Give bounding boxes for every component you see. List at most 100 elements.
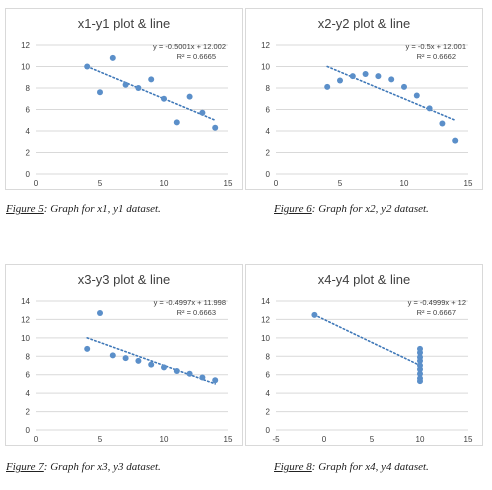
y-tick-label: 10 [21,334,30,343]
y-tick-label: 10 [21,63,30,72]
chart-frame-2: x2-y2 plot & line 0 2 4 6 8 10 12 0 5 10 15 y = -0.5… [245,8,483,190]
data-point [417,370,423,377]
figure-caption-8: Figure 8: Graph for x4, y4 dataset. [274,461,429,473]
data-point [109,352,116,359]
y-tick-label: 0 [26,170,31,179]
y-tick-label: 12 [261,41,270,50]
x-tick-label: 15 [224,435,233,444]
data-point [161,95,167,102]
trendline-equation: y = -0.5x + 12.001 [406,42,466,51]
data-point [148,76,155,83]
y-tick-label: 0 [26,426,31,435]
x-tick-label: 10 [160,179,169,188]
y-tick-label: 6 [266,371,271,380]
data-point [212,124,219,131]
caption-text: : Graph for x4, y4 dataset. [311,461,429,473]
trendline [313,314,421,367]
x-tick-label: 5 [98,179,103,188]
x-tick-label: 10 [416,435,425,444]
y-tick-label: 2 [26,149,31,158]
x-tick-label: 10 [160,435,169,444]
y-tick-label: 2 [266,408,271,417]
chart-frame-3: x3-y3 plot & line 0 2 4 6 8 10 12 14 0 5 10 15 y = -0… [5,264,243,446]
data-point [375,73,382,80]
figure-ref: Figure 8 [274,461,312,473]
y-tick-label: 6 [26,371,31,380]
chart-title: x3-y3 plot & line [78,272,171,287]
data-point [122,81,129,88]
figure-caption-6: Figure 6: Graph for x2, y2 dataset. [274,203,429,215]
trendline-equation: y = -0.5001x + 12.002 [153,42,226,51]
y-tick-label: 4 [26,127,31,136]
data-point [324,83,331,90]
figure-caption-7: Figure 7: Graph for x3, y3 dataset. [6,461,161,473]
caption-text: : Graph for x2, y2 dataset. [311,203,429,215]
figure-caption-5: Figure 5: Graph for x1, y1 dataset. [6,203,161,215]
y-tick-label: 0 [266,170,271,179]
x-tick-label: 0 [322,435,327,444]
data-point [97,89,103,96]
y-tick-label: 6 [26,106,31,115]
data-point [148,361,155,368]
r-squared-label: R² = 0.6662 [417,52,456,61]
y-tick-label: 4 [26,389,31,398]
chart-title: x1-y1 plot & line [78,16,171,31]
trendline [86,337,216,385]
y-tick-label: 2 [266,149,271,158]
x-tick-label: 15 [464,435,473,444]
y-tick-label: 2 [26,408,31,417]
y-tick-label: 8 [26,84,31,93]
data-point [122,355,129,362]
chart-title: x4-y4 plot & line [318,272,411,287]
x-tick-label: 5 [370,435,375,444]
data-point [186,93,193,100]
scatter-chart-x1-y1: x1-y1 plot & line 0 2 4 6 8 10 12 0 5 10 15 y = -0.5… [21,16,233,188]
data-point [186,370,193,377]
caption-text: : Graph for x1, y1 dataset. [43,203,161,215]
x-tick-label: 0 [34,435,39,444]
y-tick-label: 10 [261,63,270,72]
x-tick-label: 0 [274,179,279,188]
x-tick-label: 5 [338,179,343,188]
r-squared-label: R² = 0.6663 [177,308,216,317]
x-tick-label: 10 [400,179,409,188]
scatter-chart-x3-y3: x3-y3 plot & line 0 2 4 6 8 10 12 14 0 5 10 15 y = -0… [21,272,233,444]
data-point [362,71,369,78]
data-point [84,345,91,352]
data-point [161,364,167,371]
data-point [452,137,459,144]
trendline [86,65,216,122]
x-tick-label: -5 [272,435,280,444]
figure-ref: Figure 7 [6,461,44,473]
chart-frame-4: x4-y4 plot & line 0 2 4 6 8 10 12 14 -5 0 5 10 15 y = … [245,264,483,446]
x-tick-label: 15 [464,179,473,188]
data-point [401,83,407,90]
chart-title: x2-y2 plot & line [318,16,411,31]
trendline-equation: y = -0.4997x + 11.998 [154,298,226,307]
y-tick-label: 10 [261,334,270,343]
data-point [439,120,446,127]
data-point [135,357,142,364]
data-point [199,374,206,381]
data-point [173,119,180,126]
data-point [199,109,206,116]
x-tick-label: 5 [98,435,103,444]
trendline [326,65,456,122]
data-point [417,357,423,364]
r-squared-label: R² = 0.6665 [177,52,216,61]
y-tick-label: 14 [21,297,30,306]
data-point [417,378,423,385]
scatter-chart-x2-y2: x2-y2 plot & line 0 2 4 6 8 10 12 0 5 10 15 y = -0.5… [261,16,473,188]
y-tick-label: 8 [266,84,271,93]
y-tick-label: 4 [266,127,271,136]
y-tick-label: 8 [266,352,271,361]
y-tick-label: 14 [261,297,270,306]
r-squared-label: R² = 0.6667 [417,308,456,317]
figure-ref: Figure 5 [6,203,44,215]
y-tick-label: 0 [266,426,271,435]
chart-frame-1: x1-y1 plot & line 0 2 4 6 8 10 12 0 5 10 15 y = -0.5… [5,8,243,190]
data-point [417,349,423,356]
data-point [337,77,343,84]
y-tick-label: 12 [21,41,30,50]
